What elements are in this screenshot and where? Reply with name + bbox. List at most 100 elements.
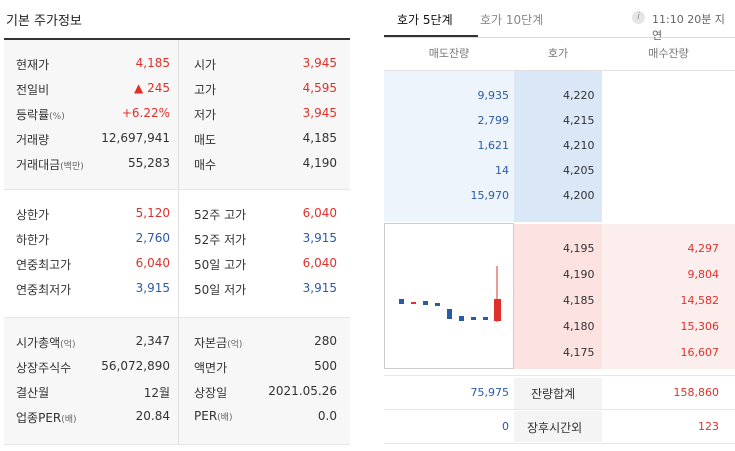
info-label: 상장주식수	[16, 361, 72, 375]
ask-volume-area	[384, 71, 514, 222]
info-label: 자본금(억)	[194, 336, 243, 350]
info-label: 액면가	[194, 361, 228, 375]
info-value: 4,185	[302, 131, 337, 145]
column-divider	[178, 40, 179, 189]
info-label: 저가	[194, 108, 217, 122]
price-info-section: 현재가 4,185 시가 3,945 전일비 ▲ 245 고가 4,595 등락률(%) +6.2…	[4, 40, 350, 189]
info-label: 고가	[194, 83, 217, 97]
ask-price[interactable]: 4,205	[563, 164, 595, 177]
delay-notice: 11:10 20분 지연	[652, 13, 725, 42]
ask-after-hours: 0	[502, 420, 509, 433]
info-value: 3,915	[302, 231, 337, 245]
info-label: 상장일	[194, 386, 228, 400]
info-label: 매수	[194, 158, 217, 172]
section-title: 기본 주가정보	[6, 14, 82, 29]
bid-volume: 9,804	[687, 268, 720, 281]
summary-label-cell	[514, 411, 602, 442]
header-divider	[384, 70, 735, 71]
tab-5-level[interactable]: 호가 5단계	[397, 13, 453, 27]
info-label: 연중최저가	[16, 283, 72, 297]
ask-volume: 14	[495, 164, 509, 177]
candle	[471, 317, 476, 320]
ask-price[interactable]: 4,220	[563, 89, 595, 102]
info-label: 현재가	[16, 58, 50, 72]
info-label: 50일 저가	[194, 283, 247, 297]
info-value: 2021.05.26	[268, 384, 337, 398]
mini-candle-chart	[384, 223, 514, 369]
info-label: 결산월	[16, 386, 50, 400]
bid-volume: 4,297	[687, 242, 720, 255]
info-value: 6,040	[135, 256, 170, 270]
info-value: 4,185	[135, 56, 170, 70]
ask-price-area	[514, 71, 602, 222]
info-label: 시가	[194, 58, 217, 72]
summary-label-cell	[514, 378, 602, 409]
info-value: 3,945	[302, 56, 337, 70]
summary-divider	[384, 375, 735, 376]
info-value: 4,190	[302, 156, 337, 170]
candle-chart-svg	[399, 266, 501, 322]
info-row: 현재가 4,185 시가 3,945	[4, 51, 350, 76]
section-divider	[4, 444, 350, 445]
ask-volume: 1,621	[477, 139, 510, 152]
ask-price[interactable]: 4,210	[563, 139, 595, 152]
info-row: 결산월 12월 상장일 2021.05.26	[4, 379, 350, 404]
total-remaining-label: 잔량합계	[531, 387, 576, 401]
candle	[435, 303, 440, 306]
info-label: 하한가	[16, 233, 50, 247]
candle	[494, 299, 501, 321]
info-row: 거래대금(백만) 55,283 매수 4,190	[4, 151, 350, 176]
info-label: 연중최고가	[16, 258, 72, 272]
info-value: 0.0	[317, 409, 337, 423]
info-value: 55,283	[128, 156, 170, 170]
ask-price[interactable]: 4,200	[563, 189, 595, 202]
info-row: 전일비 ▲ 245 고가 4,595	[4, 76, 350, 101]
candle	[459, 316, 464, 321]
info-value: 3,915	[135, 281, 170, 295]
summary-divider	[384, 443, 735, 444]
ask-price[interactable]: 4,215	[563, 114, 595, 127]
range-info-section: 상한가 5,120 52주 고가 6,040 하한가 2,760 52주 저가 3,915 연중…	[4, 190, 350, 317]
candle	[411, 302, 416, 304]
info-label: 등락률(%)	[16, 108, 65, 122]
bid-price[interactable]: 4,195	[563, 242, 595, 255]
bid-price[interactable]: 4,185	[563, 294, 595, 307]
column-divider	[178, 190, 179, 317]
bid-price[interactable]: 4,190	[563, 268, 595, 281]
info-label: 상한가	[16, 208, 50, 222]
info-value: 3,945	[302, 106, 337, 120]
active-tab-indicator	[384, 35, 478, 37]
info-row: 상한가 5,120 52주 고가 6,040	[4, 201, 350, 226]
bid-total: 158,860	[673, 386, 720, 399]
ask-volume-header: 매도잔량	[428, 47, 470, 60]
bid-volume-area	[602, 224, 735, 369]
ask-total: 75,975	[470, 386, 510, 399]
info-row: 등락률(%) +6.22% 저가 3,945	[4, 101, 350, 126]
info-icon[interactable]: i	[632, 11, 645, 24]
info-value: 4,595	[302, 81, 337, 95]
summary-divider	[384, 409, 735, 410]
info-row: 연중최저가 3,915 50일 저가 3,915	[4, 276, 350, 301]
bid-price[interactable]: 4,175	[563, 346, 595, 359]
info-value: 2,347	[135, 334, 170, 348]
info-value: 500	[314, 359, 337, 373]
info-label: 거래대금(백만)	[16, 158, 84, 172]
bid-volume: 15,306	[680, 320, 720, 333]
column-divider	[178, 318, 179, 444]
info-label: PER(배)	[194, 409, 233, 423]
bid-volume: 14,582	[680, 294, 720, 307]
info-row: 상장주식수 56,072,890 액면가 500	[4, 354, 350, 379]
bid-price[interactable]: 4,180	[563, 320, 595, 333]
info-label: 52주 고가	[194, 208, 247, 222]
info-label: 시가총액(억)	[16, 336, 76, 350]
info-label: 거래량	[16, 133, 50, 147]
tab-10-level[interactable]: 호가 10단계	[480, 13, 544, 27]
info-label: 50일 고가	[194, 258, 247, 272]
tab-divider	[384, 37, 735, 38]
bid-after-hours: 123	[698, 420, 719, 433]
info-value: 12월	[143, 386, 170, 400]
bid-volume-header: 매수잔량	[648, 47, 689, 60]
candle	[423, 301, 428, 305]
info-value: 2,760	[135, 231, 170, 245]
info-value: 6,040	[302, 206, 337, 220]
